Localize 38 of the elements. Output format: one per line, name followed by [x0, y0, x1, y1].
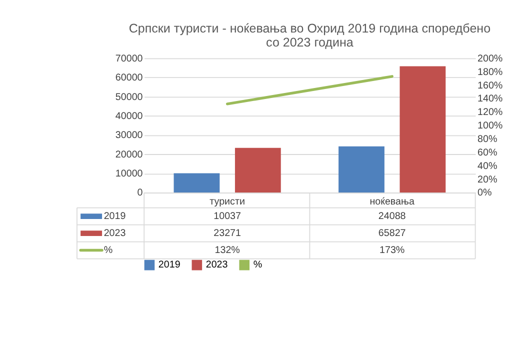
bar: [174, 173, 220, 193]
y-tick-label: 30000: [115, 130, 144, 142]
data-label: 132%: [214, 244, 240, 256]
text: %: [104, 244, 113, 256]
y2-tick-label: 140%: [478, 94, 503, 105]
y2-tick-label: 180%: [478, 66, 503, 78]
y2-tick-label: 200%: [478, 53, 503, 64]
y-tick-label: 50000: [115, 92, 144, 103]
text: 2019: [158, 260, 180, 271]
bar: [338, 146, 384, 193]
y-tick-label: 40000: [115, 110, 144, 122]
bar: [234, 148, 281, 193]
y-tick-label: 0: [137, 188, 144, 199]
y-tick-label: 60000: [115, 72, 144, 84]
y2-tick-label: 20%: [478, 174, 498, 186]
y2-tick-label: 160%: [478, 80, 503, 92]
bar: [400, 66, 446, 193]
y2-tick-label: 60%: [478, 147, 498, 158]
legend-label: 2023: [206, 260, 228, 271]
y-tick-label: 70000: [115, 53, 144, 64]
y2-tick-label: 120%: [478, 107, 503, 118]
y-tick-label: 20000: [115, 149, 144, 160]
data-label: 10037: [214, 210, 241, 222]
data-label: 23271: [214, 228, 241, 239]
y2-tick-label: 100%: [478, 120, 503, 132]
x-tick-label: ноќевања: [370, 196, 415, 208]
x-tick-label: туристи: [210, 196, 245, 208]
data-label: 65827: [378, 228, 406, 239]
data-label: 24088: [378, 210, 406, 222]
y2-tick-label: 40%: [478, 160, 498, 172]
text: 2023: [104, 228, 126, 239]
y-tick-label: 10000: [115, 168, 144, 180]
legend-label: %: [253, 260, 262, 271]
y2-tick-label: 0%: [478, 188, 492, 199]
data-label: 173%: [380, 244, 405, 256]
y2-tick-label: 80%: [478, 134, 498, 145]
legend-label: 2019: [104, 210, 126, 222]
chart-title: Српски туристи - ноќевања во Охрид 2019 година споредбено со 2023 година: [128, 21, 491, 50]
